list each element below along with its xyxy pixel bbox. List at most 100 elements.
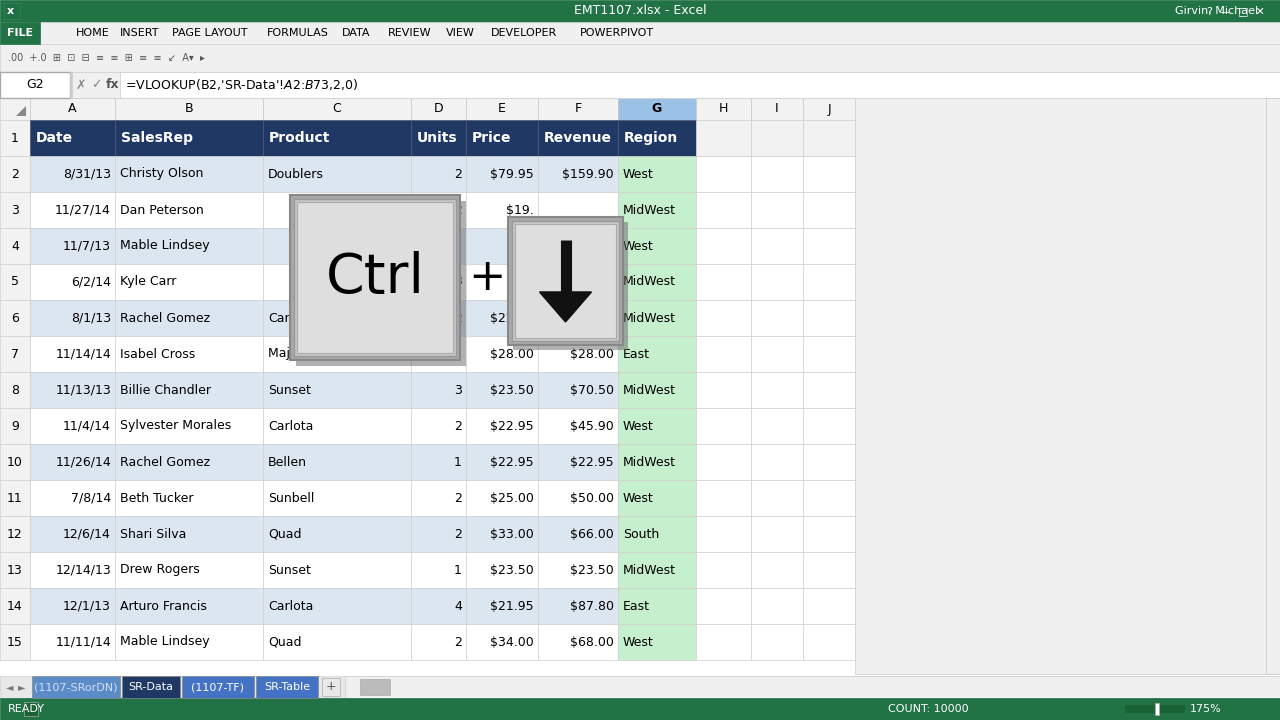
Text: $28.00: $28.00 [490,348,534,361]
Text: Sunbell: Sunbell [268,492,315,505]
Text: 11/26/14: 11/26/14 [55,456,111,469]
Text: 7/8/14: 7/8/14 [70,492,111,505]
Text: 11: 11 [8,492,23,505]
Text: $21.95: $21.95 [490,600,534,613]
Text: 2: 2 [454,636,462,649]
Text: 6: 6 [12,312,19,325]
Text: $28.00: $28.00 [570,348,614,361]
Text: Billie Chandler: Billie Chandler [120,384,211,397]
Text: H: H [719,102,728,115]
Text: ?  —  □  ✕: ? — □ ✕ [1207,6,1265,16]
Text: $22.95: $22.95 [490,420,534,433]
Text: D: D [434,102,443,115]
Polygon shape [15,106,26,116]
Polygon shape [539,292,591,322]
Text: HOME: HOME [76,28,110,38]
Text: South: South [623,528,659,541]
Text: West: West [623,492,654,505]
Text: West: West [623,168,654,181]
Text: MidWest: MidWest [623,456,676,469]
Text: B: B [184,102,193,115]
Text: Drew Rogers: Drew Rogers [120,564,200,577]
Text: 11/4/14: 11/4/14 [63,420,111,433]
Text: $66.00: $66.00 [571,528,614,541]
Text: VIEW: VIEW [445,28,475,38]
Text: West: West [623,240,654,253]
Text: 2: 2 [454,420,462,433]
Text: 3: 3 [12,204,19,217]
Text: ✓: ✓ [91,78,101,91]
Text: ✗: ✗ [76,78,87,91]
Text: =VLOOKUP(B2,'SR-Data'!$A$2:$B$73,2,0): =VLOOKUP(B2,'SR-Data'!$A$2:$B$73,2,0) [125,78,358,92]
Text: EMT1107.xlsx - Excel: EMT1107.xlsx - Excel [573,4,707,17]
Text: 12/6/14: 12/6/14 [63,528,111,541]
Text: Rachel Gomez: Rachel Gomez [120,456,210,469]
Text: 2: 2 [454,528,462,541]
Text: 9: 9 [12,420,19,433]
Text: Rachel Gomez: Rachel Gomez [120,312,210,325]
Text: 2: 2 [454,492,462,505]
Text: $70.50: $70.50 [570,384,614,397]
Text: $23.50: $23.50 [571,564,614,577]
Text: 8/31/13: 8/31/13 [63,168,111,181]
Text: 8/1/13: 8/1/13 [70,312,111,325]
Text: I: I [776,102,778,115]
Text: East: East [623,600,650,613]
Text: Sunset: Sunset [268,384,311,397]
Text: East: East [623,348,650,361]
Text: Isabel Cross: Isabel Cross [120,348,196,361]
Text: 11/27/14: 11/27/14 [55,204,111,217]
Text: POWERPIVOT: POWERPIVOT [580,28,654,38]
Text: Revenue: Revenue [544,131,612,145]
Text: (1107-SRorDN): (1107-SRorDN) [35,682,118,692]
Text: 12/1/13: 12/1/13 [63,600,111,613]
Text: Sunset: Sunset [268,564,311,577]
Text: $159.90: $159.90 [562,168,614,181]
Text: Girvin, Michael: Girvin, Michael [1175,6,1258,16]
Text: 1: 1 [12,132,19,145]
Text: Mable Lindsey: Mable Lindsey [120,636,210,649]
Text: +: + [325,680,337,693]
Text: $87.80: $87.80 [570,600,614,613]
Text: 6/2/14: 6/2/14 [70,276,111,289]
Text: 8: 8 [12,384,19,397]
Text: West: West [623,420,654,433]
Text: J: J [827,102,831,115]
Text: MidWest: MidWest [623,384,676,397]
Text: 2: 2 [454,312,462,325]
Text: +: + [468,256,506,299]
Text: REVIEW: REVIEW [388,28,431,38]
Text: 3: 3 [454,276,462,289]
Text: $79.95: $79.95 [490,168,534,181]
Text: $25.: $25. [506,240,534,253]
Text: Majestic Beaut: Majestic Beaut [268,348,361,361]
Text: Carlota: Carlota [268,312,314,325]
Text: 13: 13 [8,564,23,577]
Text: MidWest: MidWest [623,204,676,217]
Text: Christy Olson: Christy Olson [120,168,204,181]
Text: 11/11/14: 11/11/14 [55,636,111,649]
Text: Quad: Quad [268,528,302,541]
Text: $68.00: $68.00 [570,636,614,649]
Text: Region: Region [625,131,678,145]
Text: Beth Tucker: Beth Tucker [120,492,193,505]
Text: A: A [68,102,77,115]
Text: READY: READY [8,704,45,714]
Text: 12: 12 [8,528,23,541]
Text: INSERT: INSERT [120,28,160,38]
Text: x: x [6,6,14,16]
Text: Ctrl: Ctrl [325,251,425,305]
Text: .00  +.0  ⊞  ⊡  ⊟  ≡  ≡  ⊞  ≡  ≡  ↙  A▾  ▸: .00 +.0 ⊞ ⊡ ⊟ ≡ ≡ ⊞ ≡ ≡ ↙ A▾ ▸ [8,53,205,63]
Text: $50.00: $50.00 [570,492,614,505]
Text: 1: 1 [454,456,462,469]
Text: West: West [623,636,654,649]
Text: Shari Silva: Shari Silva [120,528,187,541]
Text: 3: 3 [454,384,462,397]
Text: 175%: 175% [1190,704,1221,714]
Text: SR-Table: SR-Table [264,682,310,692]
Text: 2: 2 [454,168,462,181]
Text: 1: 1 [454,564,462,577]
Text: $22.95: $22.95 [490,456,534,469]
Text: E: E [498,102,506,115]
Text: $23.50: $23.50 [490,564,534,577]
